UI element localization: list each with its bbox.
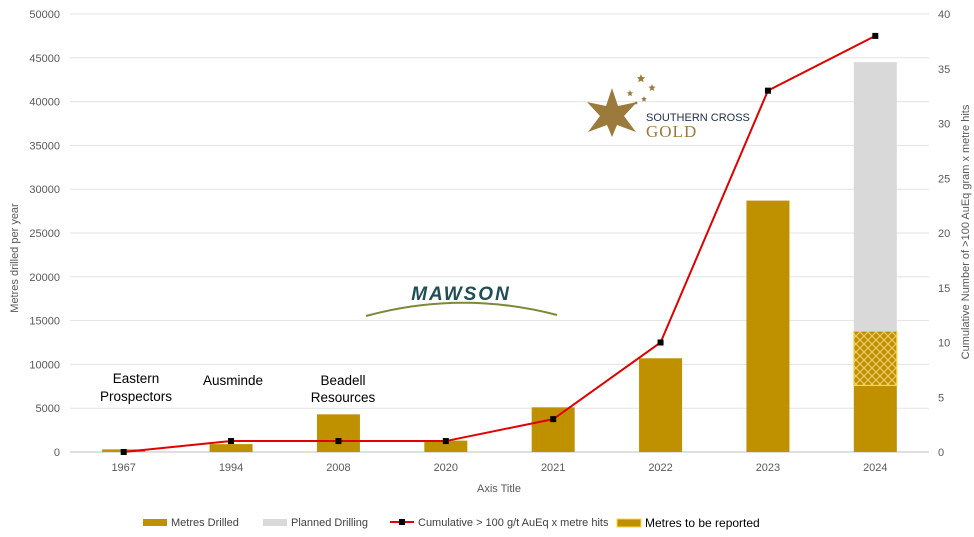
y-tick-label: 5000: [36, 403, 60, 415]
cumulative-line-group: [120, 32, 879, 455]
gridlines: [70, 13, 929, 453]
x-tick-label: 2021: [541, 462, 565, 474]
y-tick-label: 10000: [29, 359, 60, 371]
y2-tick-label: 15: [938, 283, 950, 295]
y-tick-label: 30000: [29, 184, 60, 196]
line-marker-2021: [550, 416, 557, 423]
legend-label-planned-drilling: Planned Drilling: [291, 517, 368, 529]
star-icon: [587, 88, 637, 137]
line-marker-2020: [442, 438, 449, 445]
y2-tick-label: 20: [938, 228, 950, 240]
y2-tick-label: 30: [938, 119, 950, 131]
y2-tick-label: 25: [938, 173, 950, 185]
x-tick-label: 1967: [111, 462, 135, 474]
annotation-beadell-line1: Beadell: [320, 373, 365, 388]
line-marker-2024: [872, 32, 879, 39]
y-tick-label: 25000: [29, 228, 60, 240]
legend-label-cumulative: Cumulative > 100 g/t AuEq x metre hits: [418, 517, 609, 529]
legend: Metres Drilled Planned Drilling Cumulati…: [143, 516, 760, 530]
y2-tick-label: 0: [938, 447, 944, 459]
x-tick-label: 2024: [863, 462, 887, 474]
line-marker-2023: [764, 87, 771, 94]
legend-swatch-metres-to-be-reported: [616, 518, 642, 528]
annotation-eastern-prospectors-line2: Prospectors: [100, 389, 172, 404]
legend-label-metres-drilled: Metres Drilled: [171, 517, 239, 529]
y-tick-label: 50000: [29, 9, 60, 21]
bar-metres-to-be-reported-2024: [853, 330, 898, 387]
y-tick-label: 45000: [29, 53, 60, 65]
annotation-eastern-prospectors-line1: Eastern: [113, 371, 160, 386]
x-tick-label: 2020: [434, 462, 458, 474]
bar-planned-drilling-2024: [853, 62, 897, 332]
line-marker-2022: [657, 339, 664, 346]
x-axis-title: Axis Title: [477, 483, 521, 495]
line-marker-1994: [228, 438, 235, 445]
tick-labels: 0 5000 10000 15000 20000 25000 30000 35000 40000…: [29, 9, 950, 474]
y-tick-label: 40000: [29, 97, 60, 109]
mawson-logo-text: MAWSON: [411, 284, 511, 305]
southern-cross-gold-logo: SOUTHERN CROSS GOLD: [587, 74, 750, 141]
y2-tick-label: 5: [938, 392, 944, 404]
y-tick-label: 0: [54, 447, 60, 459]
x-tick-label: 2008: [326, 462, 350, 474]
y-tick-label: 35000: [29, 140, 60, 152]
x-tick-label: 2023: [756, 462, 780, 474]
x-tick-label: 1994: [219, 462, 243, 474]
y2-tick-label: 35: [938, 64, 950, 76]
x-tick-label: 2022: [648, 462, 672, 474]
small-dot-icon: [634, 101, 638, 105]
bars-group: [102, 62, 898, 452]
bar-metres-drilled-2008: [316, 414, 360, 452]
annotation-beadell-line2: Resources: [311, 390, 376, 405]
y2-tick-label: 10: [938, 338, 950, 350]
legend-swatch-cumulative-marker: [399, 519, 405, 525]
line-marker-2008: [335, 438, 342, 445]
legend-swatch-planned-drilling: [263, 519, 287, 526]
bar-metres-drilled-2021: [531, 407, 575, 452]
cumulative-line: [123, 35, 876, 453]
small-star-icon-1: [636, 74, 646, 83]
bar-metres-drilled-2024: [853, 385, 897, 452]
small-star-icon-4: [641, 96, 647, 102]
y-tick-label: 15000: [29, 316, 60, 328]
bar-metres-drilled-2023: [746, 200, 790, 452]
small-star-icon-3: [626, 90, 634, 97]
y-axis-title: Metres drilled per year: [9, 203, 21, 313]
y2-tick-label: 40: [938, 9, 950, 21]
y2-axis-title: Cumulative Number of >100 AuEq gram x me…: [960, 104, 972, 359]
southern-cross-logo-gold: GOLD: [646, 122, 697, 141]
bar-metres-drilled-2022: [639, 358, 683, 452]
line-marker-1967: [120, 449, 127, 455]
annotation-ausminde: Ausminde: [203, 373, 263, 388]
southern-cross-logo-top: SOUTHERN CROSS: [646, 112, 750, 124]
bar-metres-drilled-2020: [424, 440, 468, 452]
legend-swatch-metres-drilled: [143, 519, 167, 526]
small-star-icon-2: [648, 84, 656, 91]
y-tick-label: 20000: [29, 272, 60, 284]
legend-label-metres-to-be-reported: Metres to be reported: [645, 516, 760, 530]
mawson-logo-swoosh: [365, 301, 558, 317]
company-annotations: Eastern Prospectors Ausminde Beadell Res…: [100, 371, 376, 405]
mawson-logo: MAWSON: [365, 284, 558, 317]
bar-metres-drilled-1994: [209, 444, 253, 452]
